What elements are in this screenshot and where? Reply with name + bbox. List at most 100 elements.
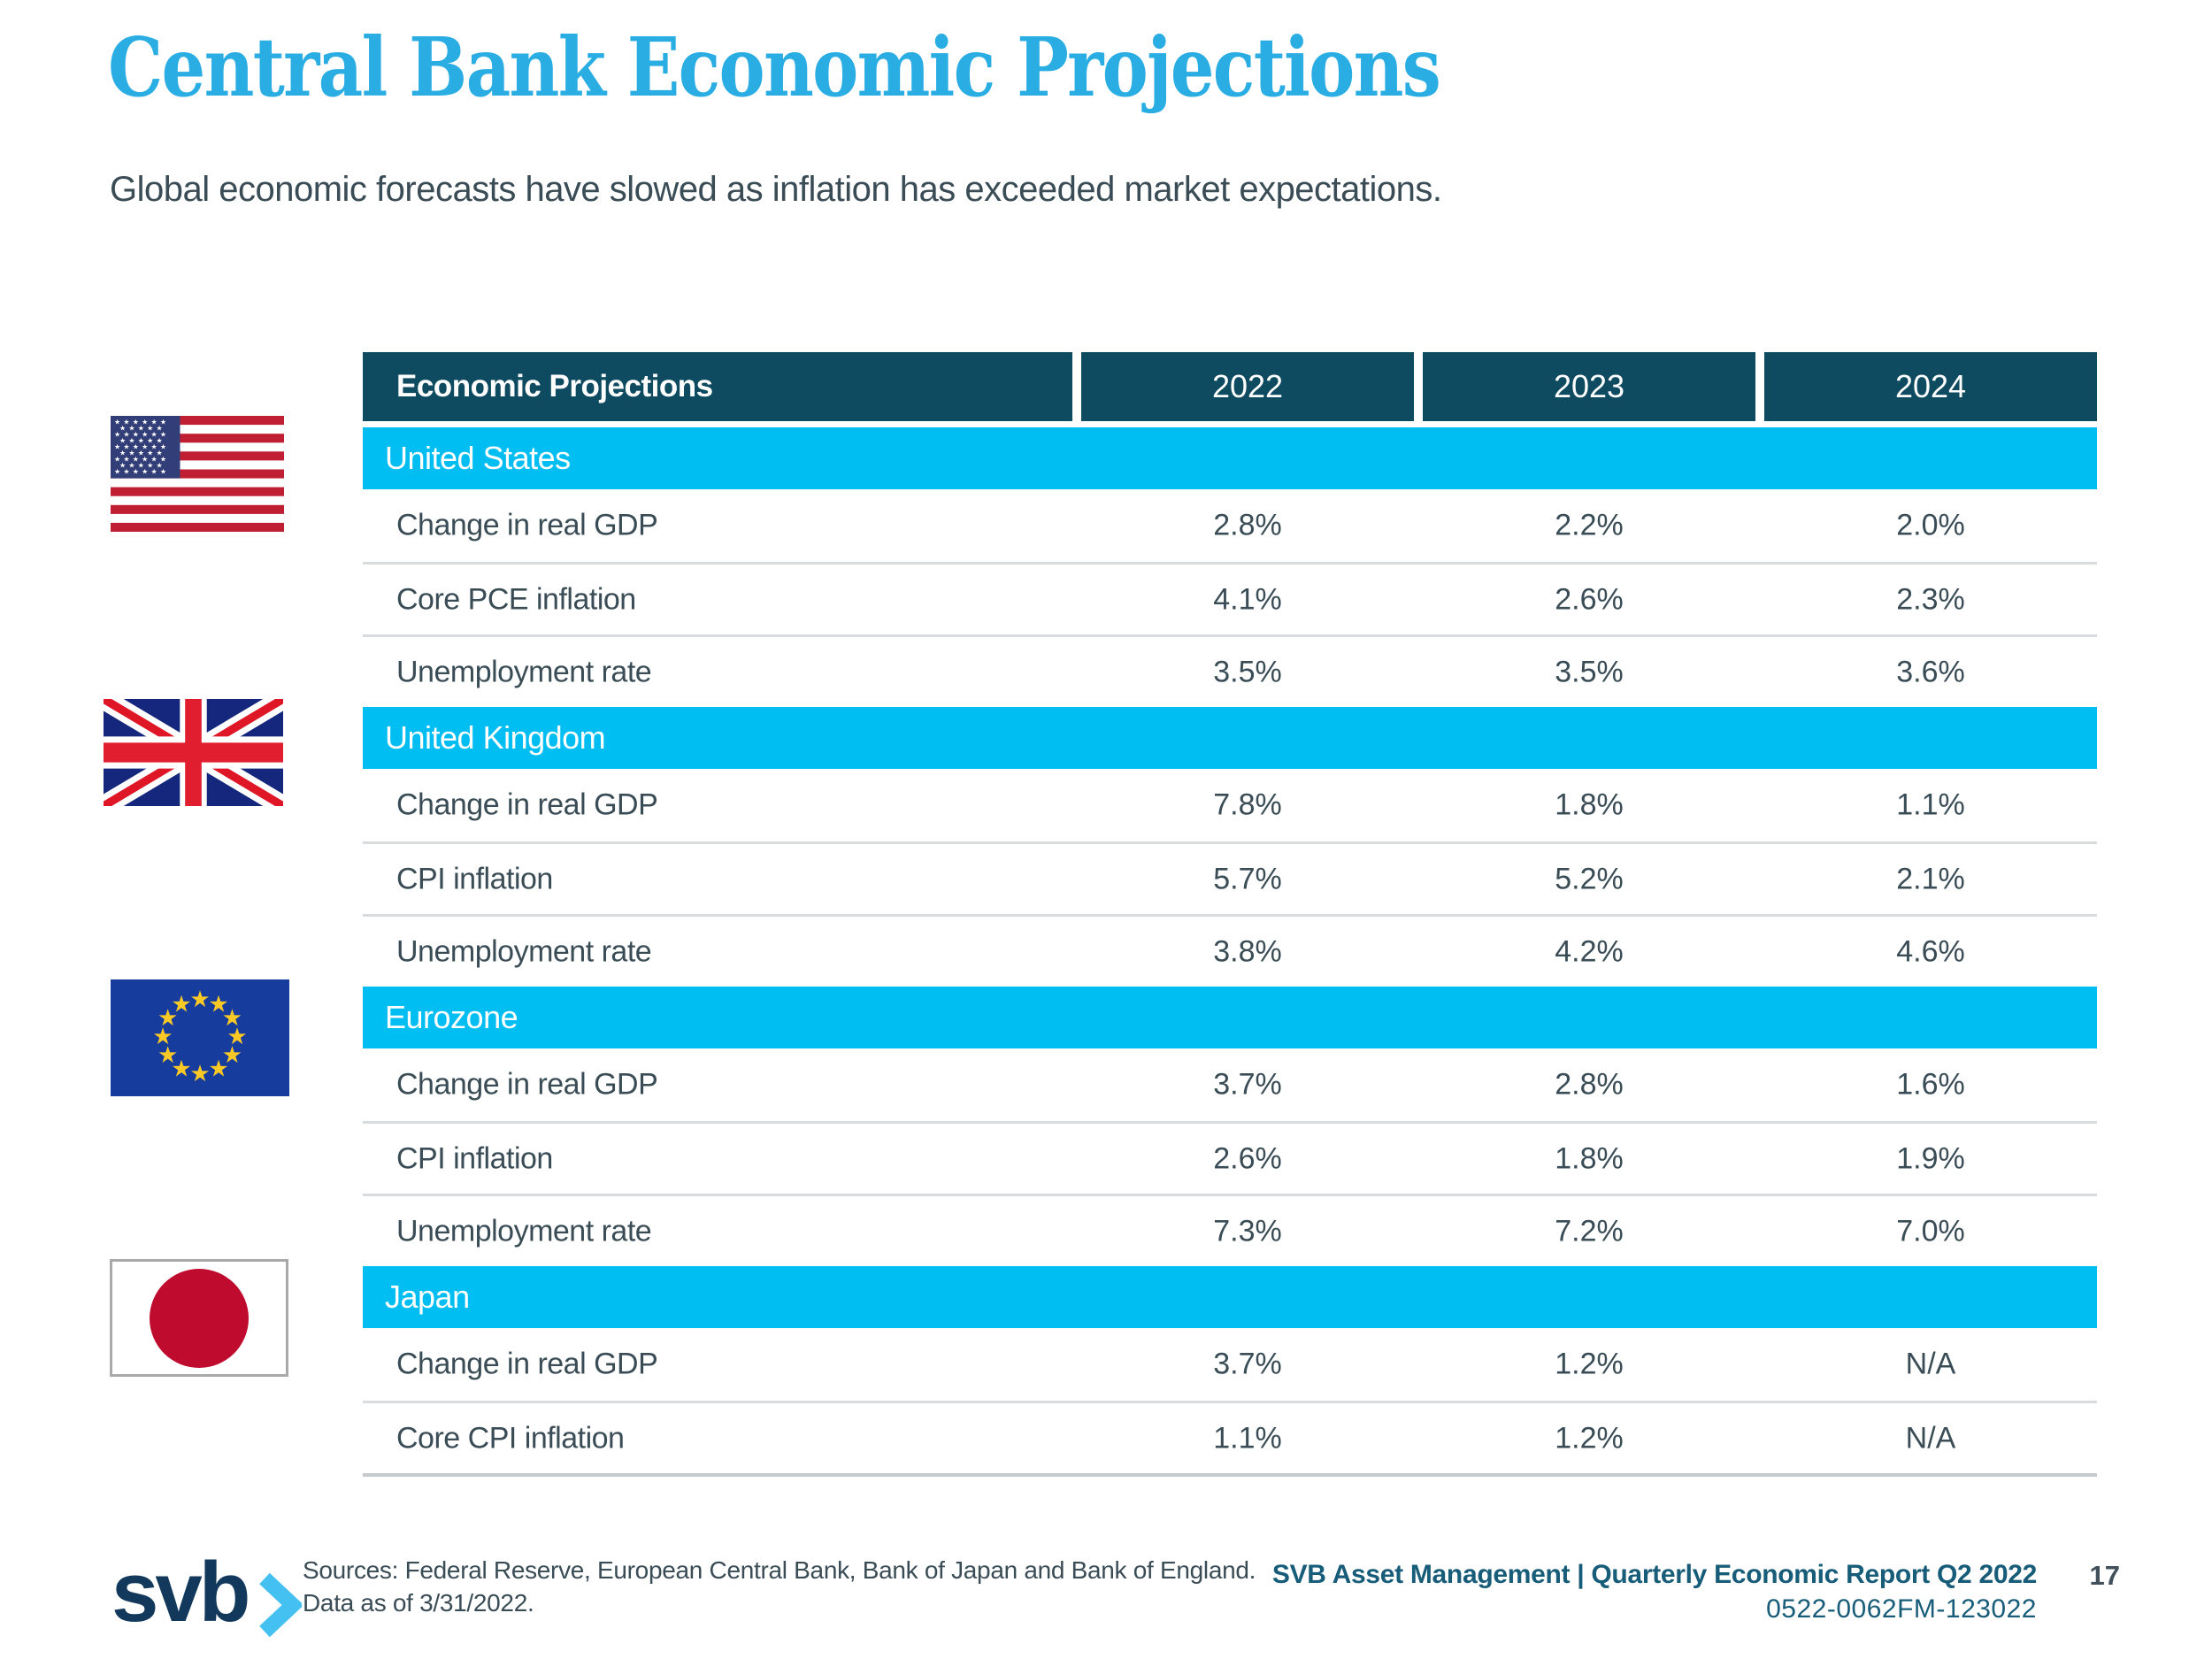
table-header-row: Economic Projections 2022 2023 2024 — [363, 352, 2097, 421]
cell-value: 2.8% — [1213, 508, 1282, 542]
section-header-united-kingdom: United Kingdom — [363, 707, 2097, 769]
row-label: Change in real GDP — [396, 1347, 658, 1381]
cell-value: 2.6% — [1213, 1141, 1282, 1175]
table-row: Core CPI inflation 1.1% 1.2% N/A — [363, 1401, 2097, 1473]
cell-value: 2.6% — [1555, 582, 1624, 616]
page-title: Central Bank Economic Projections — [108, 19, 1441, 115]
sources-line-1: Sources: Federal Reserve, European Centr… — [303, 1556, 1256, 1584]
cell-value: N/A — [1905, 1421, 1956, 1455]
cell-value: 3.5% — [1555, 655, 1624, 688]
cell-value: 4.6% — [1896, 934, 1965, 968]
cell-value: 1.2% — [1555, 1347, 1624, 1381]
uk-flag-icon — [104, 699, 283, 806]
cell-value: 2.8% — [1555, 1067, 1624, 1102]
row-label: Change in real GDP — [396, 508, 658, 542]
svb-logo-text: svb — [111, 1545, 250, 1640]
svg-text:★★★★★★: ★★★★★★ — [114, 456, 169, 464]
cell-value: 3.6% — [1896, 655, 1965, 688]
svg-text:★: ★ — [222, 1005, 242, 1032]
svb-chevron-icon — [256, 1570, 304, 1645]
cell-value: 3.7% — [1213, 1067, 1282, 1102]
us-flag-icon: ★★★★★★ ★★★★★ ★★★★★★ ★★★★★ ★★★★★★ ★★★★★ ★… — [111, 416, 284, 532]
cell-value: 1.8% — [1555, 1141, 1624, 1175]
table-row: Core PCE inflation 4.1% 2.6% 2.3% — [363, 562, 2097, 634]
section-header-japan: Japan — [363, 1266, 2097, 1328]
svg-text:★★★★★★: ★★★★★★ — [114, 443, 169, 451]
svg-text:★: ★ — [157, 1042, 178, 1069]
svg-text:★★★★★★: ★★★★★★ — [114, 431, 169, 439]
table-row: CPI inflation 5.7% 5.2% 2.1% — [363, 841, 2097, 914]
cell-value: 2.1% — [1896, 862, 1965, 895]
cell-value: 1.8% — [1555, 787, 1624, 822]
table-row: Unemployment rate 3.5% 3.5% 3.6% — [363, 634, 2097, 707]
cell-value: 1.1% — [1213, 1421, 1282, 1455]
cell-value: 7.3% — [1213, 1214, 1282, 1248]
projections-table: Economic Projections 2022 2023 2024 Unit… — [363, 352, 2097, 1477]
cell-value: 7.8% — [1213, 787, 1282, 822]
row-label: Change in real GDP — [396, 1067, 658, 1102]
column-header-2024: 2024 — [1764, 352, 2097, 421]
cell-value: 5.7% — [1213, 862, 1282, 895]
cell-value: 7.0% — [1896, 1214, 1965, 1248]
cell-value: 5.2% — [1555, 862, 1624, 895]
document-code: 0522-0062FM-123022 — [1766, 1594, 2037, 1624]
svg-text:★: ★ — [171, 1056, 191, 1082]
svg-text:★★★★★: ★★★★★ — [119, 462, 165, 470]
report-title: SVB Asset Management | Quarterly Economi… — [1271, 1560, 2037, 1589]
sources-line-2: Data as of 3/31/2022. — [303, 1589, 534, 1617]
svg-text:★: ★ — [208, 992, 228, 1018]
svg-text:★: ★ — [227, 1024, 247, 1050]
cell-value: 3.8% — [1213, 934, 1282, 968]
table-bottom-border — [363, 1473, 2097, 1477]
section-header-eurozone: Eurozone — [363, 987, 2097, 1048]
svg-text:★: ★ — [171, 992, 191, 1018]
japan-flag-sun — [150, 1268, 249, 1368]
row-label: Core PCE inflation — [396, 582, 636, 616]
table-row: Change in real GDP 3.7% 1.2% N/A — [363, 1328, 2097, 1401]
svg-text:★: ★ — [222, 1042, 242, 1069]
svg-text:★★★★★★: ★★★★★★ — [114, 419, 169, 426]
table-row: Change in real GDP 3.7% 2.8% 1.6% — [363, 1048, 2097, 1121]
svg-text:★: ★ — [152, 1024, 173, 1050]
table-row: Unemployment rate 7.3% 7.2% 7.0% — [363, 1194, 2097, 1266]
table-row: Unemployment rate 3.8% 4.2% 4.6% — [363, 914, 2097, 987]
cell-value: 1.2% — [1555, 1421, 1624, 1455]
sources-note: Sources: Federal Reserve, European Centr… — [303, 1554, 1256, 1619]
svg-text:★: ★ — [189, 1061, 210, 1087]
table-row: CPI inflation 2.6% 1.8% 1.9% — [363, 1121, 2097, 1194]
svg-text:★★★★★: ★★★★★ — [119, 449, 165, 457]
cell-value: 7.2% — [1555, 1214, 1624, 1248]
cell-value: N/A — [1905, 1347, 1956, 1381]
cell-value: 3.7% — [1213, 1347, 1282, 1381]
svg-text:★★★★★: ★★★★★ — [119, 425, 165, 433]
cell-value: 3.5% — [1213, 655, 1282, 688]
japan-flag-icon — [110, 1259, 288, 1377]
section-header-united-states: United States — [363, 427, 2097, 489]
row-label: Unemployment rate — [396, 934, 652, 968]
svg-text:★★★★★★: ★★★★★★ — [114, 468, 169, 476]
page-subtitle: Global economic forecasts have slowed as… — [110, 170, 1442, 209]
cell-value: 4.2% — [1555, 934, 1624, 968]
row-label: Unemployment rate — [396, 1214, 652, 1248]
svg-text:★: ★ — [157, 1005, 178, 1032]
table-row: Change in real GDP 7.8% 1.8% 1.1% — [363, 769, 2097, 841]
svb-logo: svb — [111, 1545, 304, 1645]
cell-value: 2.2% — [1555, 508, 1624, 542]
svg-text:★: ★ — [208, 1056, 228, 1082]
cell-value: 2.3% — [1896, 582, 1965, 616]
eu-flag-icon: ★ ★ ★ ★ ★ ★ ★ ★ ★ ★ ★ ★ — [111, 979, 289, 1096]
cell-value: 2.0% — [1896, 508, 1965, 542]
row-label: Core CPI inflation — [396, 1421, 625, 1455]
row-label: CPI inflation — [396, 862, 553, 895]
table-row: Change in real GDP 2.8% 2.2% 2.0% — [363, 489, 2097, 562]
cell-value: 1.9% — [1896, 1141, 1965, 1175]
column-header-2022: 2022 — [1081, 352, 1414, 421]
page-number: 17 — [2089, 1560, 2120, 1591]
row-label: CPI inflation — [396, 1141, 553, 1175]
row-label: Unemployment rate — [396, 655, 652, 688]
cell-value: 1.1% — [1896, 787, 1965, 822]
column-header-economic-projections: Economic Projections — [363, 352, 1072, 421]
svg-text:★: ★ — [189, 987, 210, 1013]
cell-value: 1.6% — [1896, 1067, 1965, 1102]
